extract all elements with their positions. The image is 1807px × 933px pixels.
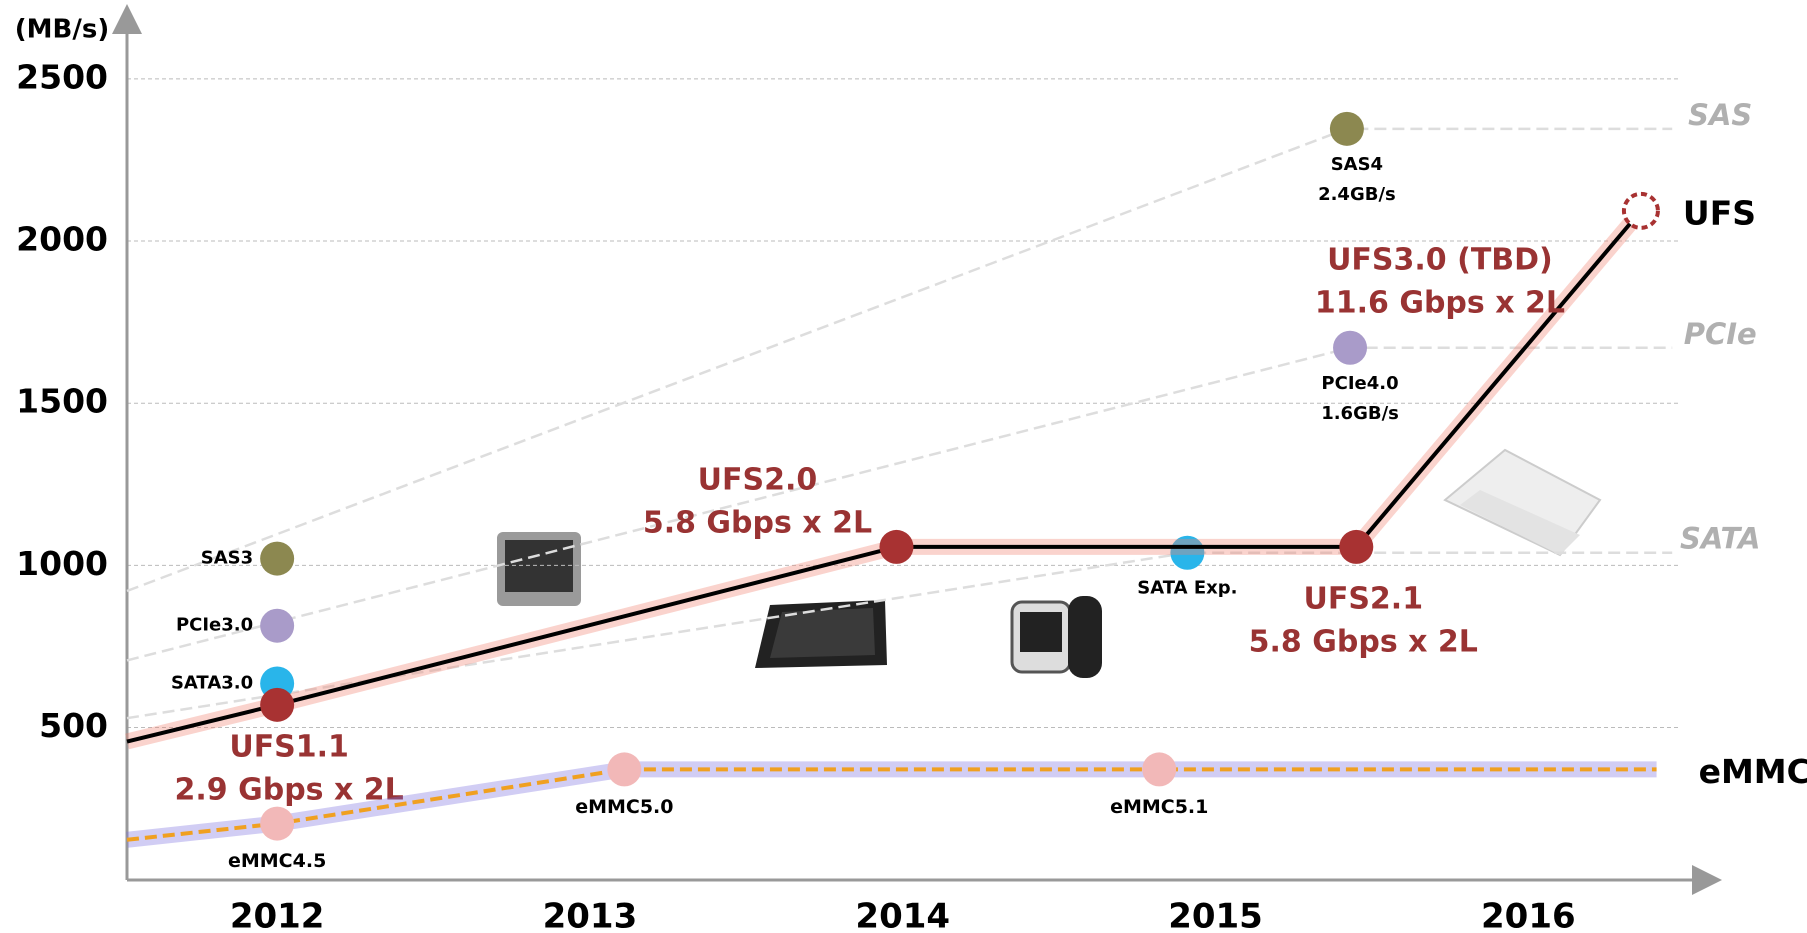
chart: (MB/s) 500 1000 1500 2000 2500 2012 2013 2014 20… xyxy=(0,0,1807,933)
marker xyxy=(1339,530,1373,564)
y-axis-label: (MB/s) xyxy=(15,15,109,45)
series-name: SATA xyxy=(1680,522,1761,556)
marker xyxy=(1142,752,1176,786)
point-label: eMMC4.5 xyxy=(228,850,326,872)
point-label: UFS2.0 xyxy=(698,462,818,497)
series-name: eMMC xyxy=(1699,752,1807,791)
y-tick-label: 1000 xyxy=(16,544,108,583)
x-tick-label: 2014 xyxy=(855,897,950,933)
point-label: SATA3.0 xyxy=(171,672,253,693)
watch-screen xyxy=(1020,612,1062,652)
point-label: 5.8 Gbps x 2L xyxy=(643,505,872,540)
interface-point xyxy=(1330,112,1364,146)
interface-point xyxy=(1333,331,1367,365)
y-tick-label: 2500 xyxy=(16,57,108,96)
point-label: SATA Exp. xyxy=(1137,578,1237,599)
point-label: UFS3.0 (TBD) xyxy=(1327,242,1553,277)
y-tick-label: 2000 xyxy=(16,220,108,259)
x-tick-label: 2013 xyxy=(543,897,638,933)
series-name: PCIe xyxy=(1684,317,1757,351)
point-label: SAS3 xyxy=(201,548,253,569)
point-label: 11.6 Gbps x 2L xyxy=(1315,285,1565,320)
x-tick-label: 2012 xyxy=(230,897,325,933)
interface-point xyxy=(260,542,294,576)
point-label: UFS1.1 xyxy=(229,729,349,764)
watch-strap xyxy=(1068,596,1102,678)
marker xyxy=(607,752,641,786)
point-label: SAS4 xyxy=(1331,154,1383,175)
series-name: SAS xyxy=(1688,98,1752,132)
point-label: 2.4GB/s xyxy=(1318,184,1396,205)
point-label: PCIe3.0 xyxy=(176,615,253,636)
point-label: PCIe4.0 xyxy=(1321,373,1398,394)
marker xyxy=(879,530,913,564)
point-label: eMMC5.1 xyxy=(1110,796,1208,818)
trend-line xyxy=(127,129,1672,591)
point-label: UFS2.1 xyxy=(1303,581,1423,616)
series-name: UFS xyxy=(1683,193,1756,232)
open-marker xyxy=(1624,194,1658,228)
marker xyxy=(260,807,294,841)
x-tick-label: 2016 xyxy=(1481,897,1576,933)
y-tick-label: 500 xyxy=(39,706,108,745)
interface-point xyxy=(260,609,294,643)
x-tick-label: 2015 xyxy=(1168,897,1263,933)
marker xyxy=(260,688,294,722)
y-tick-label: 1500 xyxy=(16,382,108,421)
point-label: 1.6GB/s xyxy=(1321,403,1399,424)
point-label: eMMC5.0 xyxy=(575,796,673,818)
trend-line xyxy=(127,348,1672,661)
point-label: 5.8 Gbps x 2L xyxy=(1249,624,1478,659)
